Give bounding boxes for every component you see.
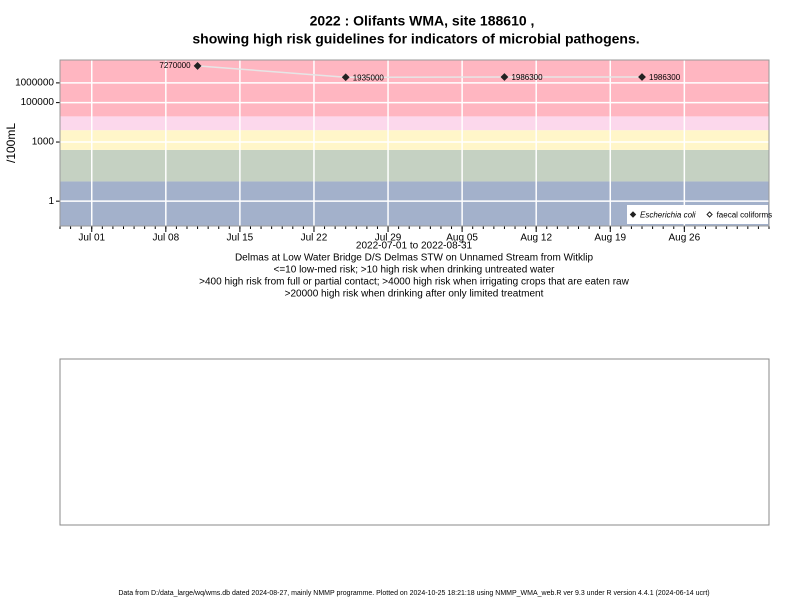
note: >400 high risk from full or partial cont… xyxy=(199,277,629,288)
x-tick-label: Aug 26 xyxy=(668,233,700,244)
data-point xyxy=(500,73,509,81)
x-tick-label: Jul 08 xyxy=(152,233,179,244)
data-label: 1986300 xyxy=(511,73,543,82)
risk-band xyxy=(60,116,769,131)
plot-frame xyxy=(59,59,770,227)
chart-title: 2022 : Olifants WMA, site 188610 , xyxy=(310,13,535,29)
y-tick-label: 1 xyxy=(48,196,54,207)
legend-label: faecal coliforms xyxy=(717,211,773,220)
note: >20000 high risk when drinking after onl… xyxy=(285,289,544,300)
data-point xyxy=(341,73,350,82)
legend-box xyxy=(627,205,768,224)
chart-subtitle: showing high risk guidelines for indicat… xyxy=(192,31,639,47)
x-tick-label: Jul 29 xyxy=(375,233,402,244)
empty-panel xyxy=(59,358,770,526)
data-label: 1986300 xyxy=(649,73,681,82)
note: <=10 low-med risk; >10 high risk when dr… xyxy=(274,265,556,276)
y-tick-label: 1000 xyxy=(32,137,55,148)
legend-label: Escherichia coli xyxy=(640,211,696,220)
y-tick-label: 1000000 xyxy=(15,78,54,89)
risk-band xyxy=(60,149,769,182)
risk-band xyxy=(60,130,769,150)
x-axis-label: 2022-07-01 to 2022-08-31 xyxy=(356,241,473,252)
y-tick-label: 100000 xyxy=(21,97,55,108)
data-label: 1935000 xyxy=(353,73,385,82)
note: Delmas at Low Water Bridge D/S Delmas ST… xyxy=(235,253,594,264)
x-tick-label: Aug 12 xyxy=(520,233,552,244)
data-point xyxy=(638,73,646,81)
x-tick-label: Jul 01 xyxy=(78,233,105,244)
risk-band xyxy=(60,60,769,117)
data-label: 7270000 xyxy=(159,61,191,70)
x-tick-label: Jul 15 xyxy=(227,233,254,244)
x-tick-label: Aug 19 xyxy=(594,233,626,244)
data-point xyxy=(193,62,202,70)
y-axis-label: /100mL xyxy=(4,123,18,163)
x-tick-label: Jul 22 xyxy=(301,233,328,244)
footer: Data from D:/data_large/wq/wms.db dated … xyxy=(118,590,709,597)
legend-marker xyxy=(706,211,713,218)
legend-marker xyxy=(629,211,637,218)
x-tick-label: Aug 05 xyxy=(446,233,478,244)
series-line xyxy=(197,65,643,78)
